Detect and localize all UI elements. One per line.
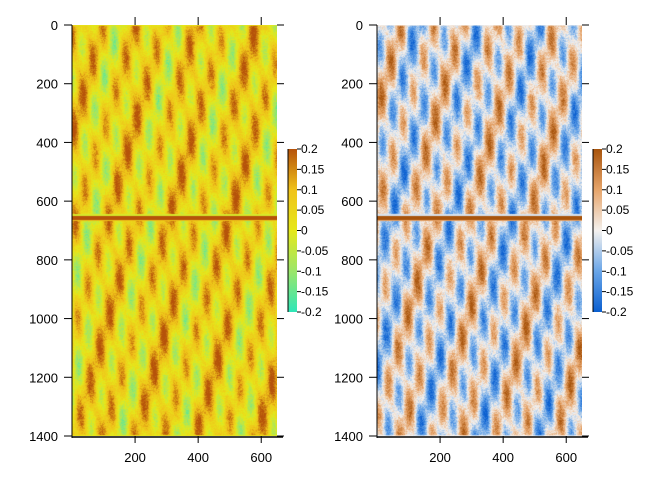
colorbar-tick-label: 0 bbox=[301, 224, 308, 238]
y-tick-label: 1400 bbox=[334, 429, 363, 444]
y-tick-label: 400 bbox=[341, 135, 363, 150]
colorbar-tick-label: -0.05 bbox=[301, 244, 329, 258]
heatmap-panel-right: 0 200 400 600 800 1000 1200 1400 200 400 600 0.2 0.1… bbox=[334, 17, 634, 465]
x-tick-label: 600 bbox=[555, 450, 577, 465]
x-tick-label: 200 bbox=[124, 450, 146, 465]
y-tick-label: 1200 bbox=[29, 370, 58, 385]
heatmap-image bbox=[72, 25, 277, 436]
colorbar bbox=[288, 149, 297, 312]
y-tick-label: 400 bbox=[36, 135, 58, 150]
colorbar-tick-label: 0.15 bbox=[301, 162, 325, 176]
x-tick-label: 400 bbox=[492, 450, 514, 465]
heatmap-image bbox=[377, 25, 582, 436]
y-tick-label: 1000 bbox=[29, 312, 58, 327]
y-tick-label: 600 bbox=[341, 194, 363, 209]
colorbar-tick-label: -0.15 bbox=[301, 285, 329, 299]
colorbar-tick-label: -0.15 bbox=[606, 285, 634, 299]
y-tick-label: 200 bbox=[36, 77, 58, 92]
colorbar-tick-label: 0.1 bbox=[606, 183, 623, 197]
colorbar-tick-label: -0.2 bbox=[301, 305, 322, 319]
x-tick-label: 200 bbox=[429, 450, 451, 465]
y-tick-label: 1400 bbox=[29, 429, 58, 444]
colorbar-tick-label: -0.1 bbox=[301, 264, 322, 278]
colorbar-tick-label: 0.1 bbox=[301, 183, 318, 197]
colorbar-tick-label: 0.2 bbox=[301, 142, 318, 156]
y-tick-label: 0 bbox=[51, 18, 58, 33]
y-tick-label: 600 bbox=[36, 194, 58, 209]
y-tick-label: 200 bbox=[341, 77, 363, 92]
colorbar-tick-label: -0.1 bbox=[606, 264, 627, 278]
y-tick-label: 1000 bbox=[334, 312, 363, 327]
colorbar-tick-label: 0.2 bbox=[606, 142, 623, 156]
colorbar-tick-label: 0 bbox=[606, 224, 613, 238]
colorbar-tick-label: 0.05 bbox=[606, 203, 630, 217]
colorbar-tick-label: 0.15 bbox=[606, 162, 630, 176]
x-tick-label: 400 bbox=[187, 450, 209, 465]
y-tick-label: 0 bbox=[356, 18, 363, 33]
x-tick-label: 600 bbox=[250, 450, 272, 465]
colorbar-tick-label: -0.05 bbox=[606, 244, 634, 258]
colorbar-tick-label: -0.2 bbox=[606, 305, 627, 319]
colorbar-tick-label: 0.05 bbox=[301, 203, 325, 217]
colorbar bbox=[593, 149, 602, 312]
y-tick-label: 800 bbox=[341, 253, 363, 268]
y-tick-label: 800 bbox=[36, 253, 58, 268]
heatmap-panel-left: 0 200 400 600 800 1000 1200 1400 200 400 600 0.2 0.1… bbox=[29, 17, 329, 465]
y-tick-label: 1200 bbox=[334, 370, 363, 385]
